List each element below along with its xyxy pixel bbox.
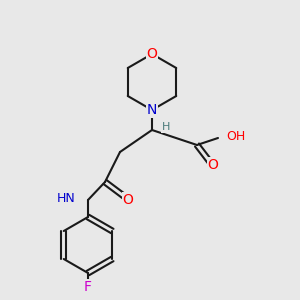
Text: F: F <box>84 280 92 294</box>
Text: H: H <box>162 122 170 132</box>
Text: OH: OH <box>226 130 245 143</box>
Text: N: N <box>147 103 157 117</box>
Text: HN: HN <box>57 191 76 205</box>
Text: O: O <box>123 193 134 207</box>
Text: O: O <box>147 47 158 61</box>
Text: O: O <box>208 158 218 172</box>
